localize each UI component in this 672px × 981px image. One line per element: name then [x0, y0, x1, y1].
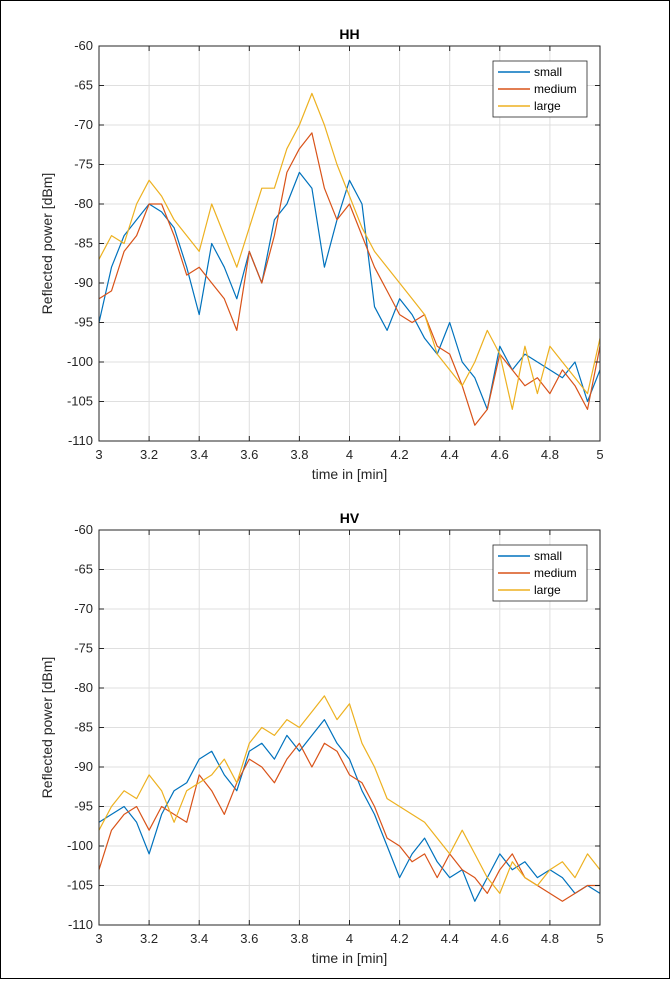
series-line-large [98, 695, 601, 895]
y-tick-label: -60 [74, 522, 93, 537]
y-axis-label: Reflected power [dBm] [39, 173, 55, 315]
x-tick-label: 3.6 [240, 931, 258, 946]
legend-label-medium: medium [534, 82, 577, 96]
legend-label-large: large [534, 99, 561, 113]
legend-label-small: small [534, 65, 562, 79]
series-line-small [98, 171, 601, 410]
x-tick-label: 5 [596, 931, 603, 946]
x-tick-label: 4.4 [441, 931, 459, 946]
x-tick-label: 3.4 [190, 447, 208, 462]
x-axis-label: time in [min] [312, 950, 387, 966]
legend-label-large: large [534, 583, 561, 597]
x-tick-label: 3.8 [290, 931, 308, 946]
y-tick-label: -100 [67, 354, 93, 369]
legend-label-medium: medium [534, 566, 577, 580]
x-tick-label: 4.6 [491, 931, 509, 946]
y-tick-label: -95 [74, 315, 93, 330]
y-tick-label: -110 [68, 433, 93, 448]
y-tick-label: -110 [68, 917, 93, 932]
y-tick-label: -85 [74, 720, 93, 735]
x-tick-label: 3.2 [140, 931, 158, 946]
series-line-medium [98, 742, 600, 902]
x-tick-label: 3 [95, 447, 102, 462]
x-tick-label: 4.4 [441, 447, 459, 462]
y-tick-label: -65 [74, 562, 93, 577]
x-tick-label: 4.8 [541, 447, 559, 462]
chart-title: HV [340, 510, 360, 526]
x-tick-label: 4 [346, 447, 353, 462]
y-tick-label: -60 [74, 38, 93, 53]
chart-title: HH [339, 26, 359, 42]
y-axis-label: Reflected power [dBm] [39, 657, 55, 799]
y-tick-label: -100 [67, 838, 93, 853]
y-tick-label: -65 [74, 78, 93, 93]
x-axis-label: time in [min] [312, 466, 387, 482]
x-tick-label: 4.2 [391, 931, 409, 946]
x-tick-label: 3.8 [290, 447, 308, 462]
x-tick-label: 4 [346, 931, 353, 946]
x-tick-label: 3.6 [240, 447, 258, 462]
x-tick-label: 4.6 [491, 447, 509, 462]
y-tick-label: -105 [67, 394, 93, 409]
y-tick-label: -90 [74, 275, 93, 290]
y-tick-label: -75 [74, 157, 93, 172]
x-tick-label: 3.2 [140, 447, 158, 462]
series-line-large [98, 92, 601, 410]
y-tick-label: -90 [74, 759, 93, 774]
y-tick-label: -70 [74, 117, 93, 132]
x-tick-label: 4.8 [541, 931, 559, 946]
y-tick-label: -95 [74, 799, 93, 814]
chart-hh: 3 3.2 3.4 3.6 3.8 4 4.2 4.4 4.6 4.8 5 -110 -105 -100 -… [39, 26, 604, 482]
x-tick-label: 3 [95, 931, 102, 946]
y-tick-label: -85 [74, 236, 93, 251]
chart-hv: 3 3.2 3.4 3.6 3.8 4 4.2 4.4 4.6 4.8 5 -110 -105 -100 -… [39, 510, 604, 966]
legend-label-small: small [534, 549, 562, 563]
y-tick-label: -80 [74, 196, 93, 211]
y-tick-label: -80 [74, 680, 93, 695]
x-tick-label: 4.2 [391, 447, 409, 462]
y-tick-label: -75 [74, 641, 93, 656]
x-tick-label: 3.4 [190, 931, 208, 946]
series-line-medium [98, 132, 601, 426]
x-tick-label: 5 [596, 447, 603, 462]
y-tick-label: -105 [67, 878, 93, 893]
y-tick-label: -70 [74, 601, 93, 616]
